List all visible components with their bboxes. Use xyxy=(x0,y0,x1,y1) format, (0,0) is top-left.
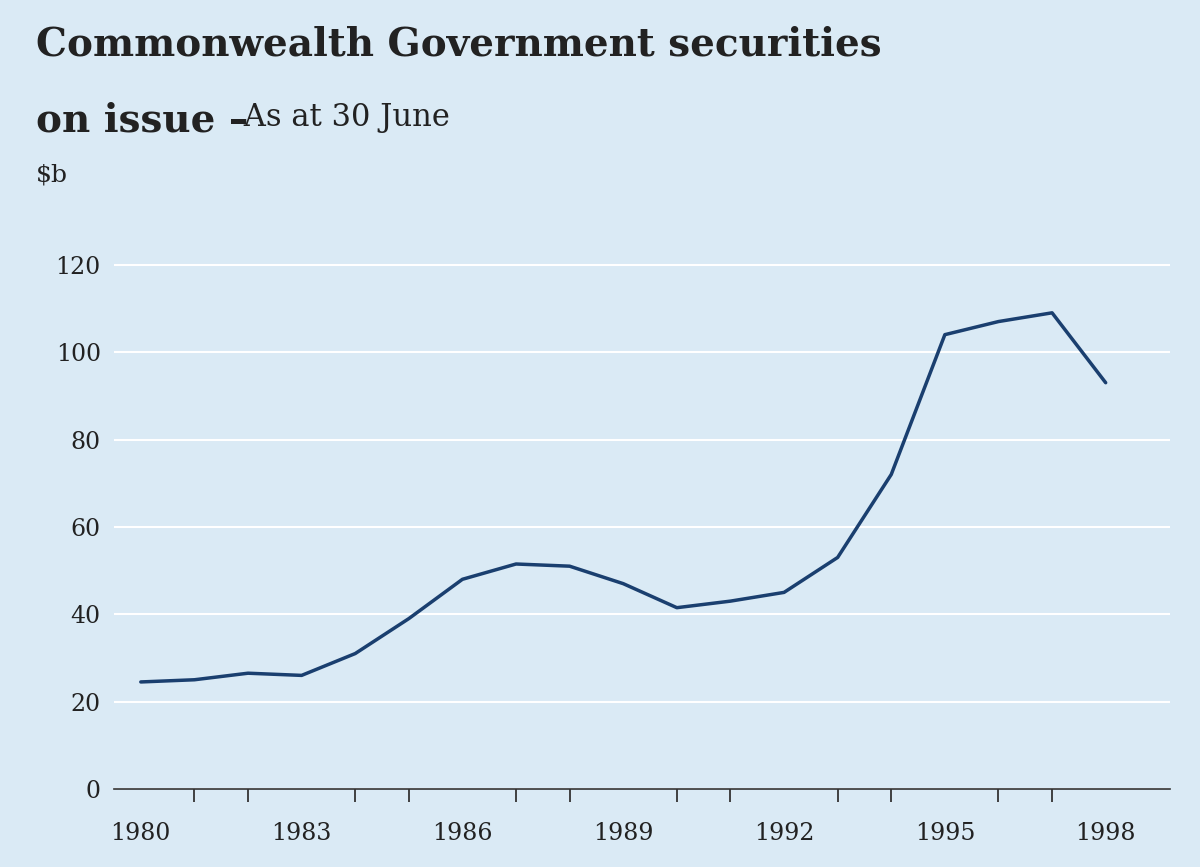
Text: on issue –: on issue – xyxy=(36,102,248,140)
Text: $b: $b xyxy=(36,164,68,187)
Text: Commonwealth Government securities: Commonwealth Government securities xyxy=(36,25,882,63)
Text: As at 30 June: As at 30 June xyxy=(234,102,450,133)
